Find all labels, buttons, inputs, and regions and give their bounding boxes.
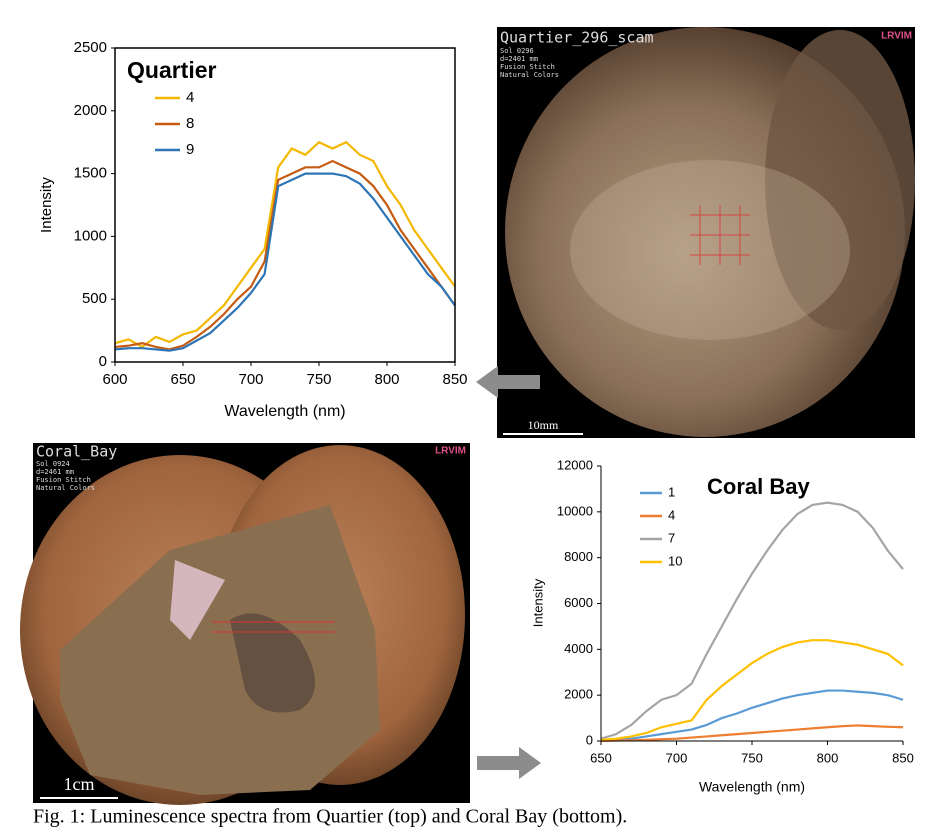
coral-bay-image: Coral_Bay Sol 0924 d=2461 mm Fusion Stit… bbox=[20, 443, 470, 806]
image-info: d=2461 mm bbox=[36, 468, 74, 476]
image-title: Quartier_296_scam bbox=[500, 29, 654, 47]
x-tick-label: 650 bbox=[590, 750, 612, 765]
image-logo: LRVIM bbox=[881, 31, 912, 42]
y-tick-label: 10000 bbox=[557, 503, 593, 518]
image-logo: LRVIM bbox=[435, 446, 466, 457]
image-info: Fusion Stitch bbox=[36, 476, 91, 484]
scale-label: 1cm bbox=[64, 774, 95, 794]
y-tick-label: 0 bbox=[99, 353, 107, 370]
quartier-image: Quartier_296_scam Sol 0296 d=2401 mm Fus… bbox=[497, 27, 915, 438]
x-tick-label: 700 bbox=[666, 750, 688, 765]
image-info: Sol 0924 bbox=[36, 460, 70, 468]
chart-title: Quartier bbox=[127, 57, 217, 83]
image-info: Sol 0296 bbox=[500, 47, 534, 55]
image-info: Fusion Stitch bbox=[500, 63, 555, 71]
y-tick-label: 0 bbox=[586, 732, 593, 747]
caption: Fig. 1: Luminescence spectra from Quarti… bbox=[33, 806, 627, 828]
image-info: d=2401 mm bbox=[500, 55, 538, 63]
x-tick-label: 650 bbox=[170, 371, 195, 388]
y-axis-label: Intensity bbox=[38, 177, 55, 233]
rock-highlight bbox=[570, 160, 850, 340]
legend-label: 10 bbox=[668, 553, 682, 568]
legend-label: 1 bbox=[668, 484, 675, 499]
y-tick-label: 2000 bbox=[564, 687, 593, 702]
chart-title: Coral Bay bbox=[707, 474, 810, 499]
y-tick-label: 500 bbox=[82, 290, 107, 307]
figure: Quartier_296_scam Sol 0296 d=2401 mm Fus… bbox=[0, 0, 935, 838]
series-line bbox=[115, 142, 455, 347]
plot-frame bbox=[115, 48, 455, 362]
y-tick-label: 6000 bbox=[564, 595, 593, 610]
series-line bbox=[115, 174, 455, 351]
y-tick-label: 1500 bbox=[74, 165, 107, 182]
y-tick-label: 12000 bbox=[557, 457, 593, 472]
y-tick-label: 2500 bbox=[74, 39, 107, 56]
x-tick-label: 850 bbox=[442, 371, 467, 388]
x-tick-label: 800 bbox=[374, 371, 399, 388]
x-axis-label: Wavelength (nm) bbox=[699, 779, 805, 795]
y-tick-label: 1000 bbox=[74, 227, 107, 244]
image-info: Natural Colors bbox=[500, 71, 559, 79]
x-tick-label: 750 bbox=[306, 371, 331, 388]
legend-label: 4 bbox=[668, 507, 675, 522]
scale-label: 10mm bbox=[528, 418, 559, 432]
legend-label: 7 bbox=[668, 530, 675, 545]
legend-label: 9 bbox=[186, 141, 194, 158]
legend-label: 4 bbox=[186, 89, 194, 106]
x-axis-label: Wavelength (nm) bbox=[224, 403, 345, 420]
y-tick-label: 8000 bbox=[564, 549, 593, 564]
series-line bbox=[115, 161, 455, 349]
x-tick-label: 750 bbox=[741, 750, 763, 765]
x-tick-label: 700 bbox=[238, 371, 263, 388]
y-axis-label: Intensity bbox=[530, 578, 545, 627]
arrow bbox=[477, 747, 541, 779]
y-tick-label: 4000 bbox=[564, 641, 593, 656]
y-tick-label: 2000 bbox=[74, 102, 107, 119]
x-tick-label: 850 bbox=[892, 750, 914, 765]
x-tick-label: 600 bbox=[102, 371, 127, 388]
legend-label: 8 bbox=[186, 115, 194, 132]
image-title: Coral_Bay bbox=[36, 443, 117, 461]
image-info: Natural Colors bbox=[36, 484, 95, 492]
x-tick-label: 800 bbox=[817, 750, 839, 765]
